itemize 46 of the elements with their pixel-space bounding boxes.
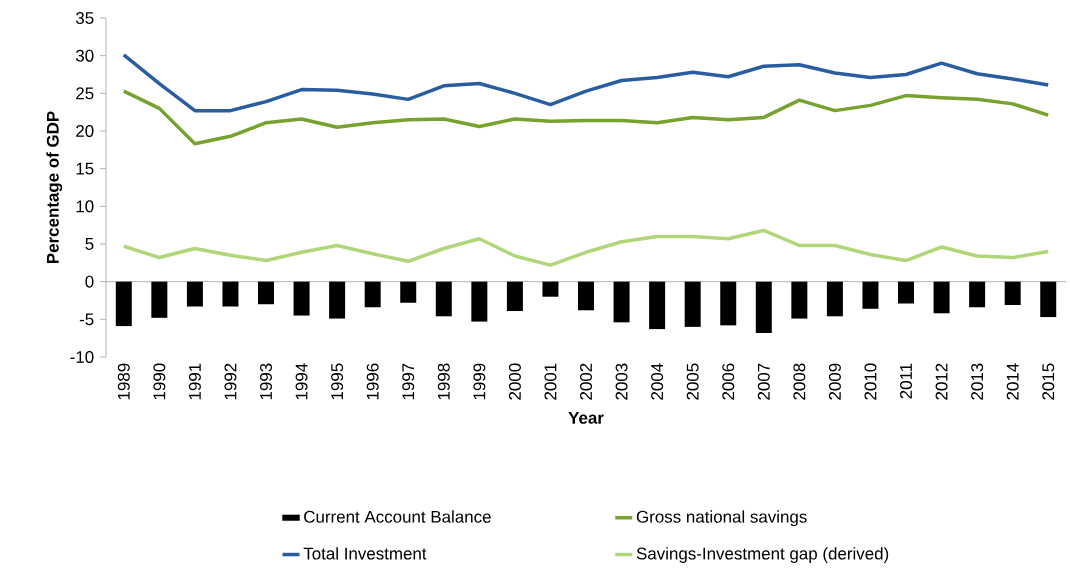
y-tick-label: -5: [79, 313, 94, 326]
x-axis-title: Year: [568, 411, 604, 424]
x-tick-label: 2006: [722, 363, 735, 400]
x-tick-label: 2002: [580, 363, 593, 400]
x-tick-label: 2009: [828, 363, 841, 400]
x-tick-label: 1997: [402, 363, 415, 400]
x-tick-label: 1992: [224, 363, 237, 400]
x-tick-label: 2003: [615, 363, 628, 400]
legend-label: Current Account Balance: [304, 510, 491, 523]
x-tick-label: 1994: [295, 363, 308, 400]
line-series: [122, 89, 1050, 146]
legend-label: Gross national savings: [636, 510, 807, 527]
x-tick-label: 2008: [793, 363, 806, 400]
x-tick-label: 2011: [900, 363, 913, 399]
line-series: [122, 228, 1050, 267]
legend-label: Savings-Investment gap (derived): [636, 547, 889, 563]
line-series: [122, 53, 1050, 113]
y-tick-label: 35: [75, 11, 94, 24]
y-tick-label: 15: [76, 162, 94, 175]
y-tick-label: -10: [70, 350, 94, 363]
y-axis-title: Percentage of GDP: [46, 111, 63, 264]
y-tick-label: 0: [85, 275, 94, 288]
y-tick-label: 10: [76, 200, 94, 213]
x-tick-label: 1999: [473, 363, 486, 400]
legend-label: Total Investment: [303, 547, 427, 560]
x-tick-label: 2005: [686, 363, 699, 400]
x-tick-label: 1991: [188, 363, 201, 400]
x-tick-label: 2010: [864, 363, 877, 400]
x-tick-label: 2014: [1006, 363, 1019, 400]
x-tick-label: 2004: [651, 363, 664, 400]
x-tick-label: 1989: [117, 363, 130, 400]
y-tick-label: 25: [76, 87, 94, 100]
x-tick-label: 2007: [757, 363, 770, 400]
x-tick-label: 2012: [935, 363, 948, 400]
x-tick-label: 2015: [1042, 363, 1055, 400]
y-tick-label: 5: [85, 238, 94, 250]
x-tick-label: 2001: [544, 363, 557, 400]
x-tick-label: 1993: [260, 363, 273, 400]
x-tick-label: 2013: [971, 363, 984, 400]
x-tick-label: 1990: [153, 363, 166, 400]
x-tick-label: 1998: [437, 363, 450, 400]
x-tick-label: 1996: [366, 363, 379, 400]
x-tick-label: 1995: [331, 363, 344, 400]
y-tick-label: 20: [76, 124, 94, 137]
x-tick-label: 2000: [508, 363, 521, 400]
y-tick-label: 30: [75, 49, 94, 62]
